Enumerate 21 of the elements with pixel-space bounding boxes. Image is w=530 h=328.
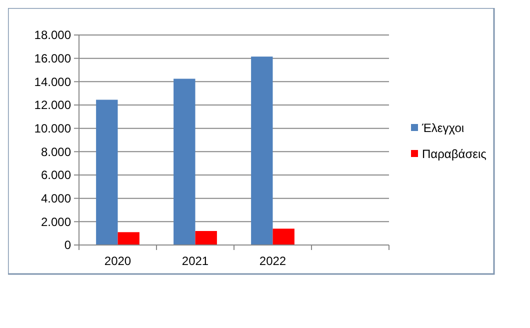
bar	[272, 228, 294, 245]
bar	[251, 56, 273, 245]
x-tick-label: 2021	[182, 254, 209, 268]
legend-label: Έλεγχοι	[421, 121, 464, 136]
x-tick-label: 2020	[104, 254, 132, 268]
y-tick-label: 0	[64, 238, 72, 252]
bar	[96, 100, 118, 245]
bar	[174, 78, 196, 245]
y-tick-label: 10.000	[34, 122, 72, 136]
y-tick-label: 2.000	[40, 214, 72, 229]
y-tick-label: 6.000	[40, 168, 72, 182]
bar	[195, 231, 217, 245]
bar	[118, 232, 140, 245]
legend-label: Παραβάσεις	[422, 147, 487, 162]
y-tick-label: 4.000	[40, 192, 72, 206]
y-tick-label: 12.000	[34, 98, 72, 112]
y-tick-label: 14.000	[34, 74, 72, 89]
y-tick-label: 8.000	[40, 144, 72, 159]
y-tick-label: 16.000	[34, 52, 72, 66]
x-tick-label: 2022	[259, 254, 286, 268]
y-tick-label: 18.000	[34, 28, 72, 42]
